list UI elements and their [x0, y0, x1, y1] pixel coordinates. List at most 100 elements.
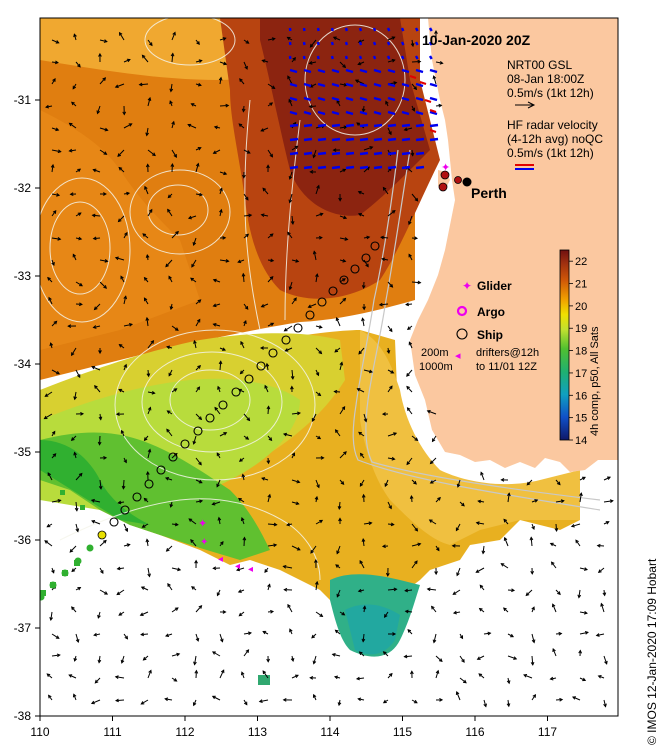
radar-arrow	[303, 110, 312, 116]
velocity-arrowhead	[97, 441, 102, 446]
velocity-arrow	[387, 281, 393, 288]
velocity-arrowhead	[195, 637, 200, 642]
velocity-arrowhead	[273, 522, 278, 527]
velocity-arrowhead	[222, 610, 227, 614]
velocity-arrow	[379, 303, 389, 306]
velocity-arrowhead	[169, 88, 174, 93]
velocity-arrowhead	[222, 235, 227, 240]
velocity-arrowhead	[239, 370, 244, 375]
perth-city-marker	[462, 177, 472, 187]
velocity-arrowhead	[190, 103, 195, 107]
velocity-arrow	[405, 610, 413, 613]
velocity-arrow	[91, 520, 101, 525]
velocity-arrow	[507, 493, 510, 503]
velocity-arrow	[572, 696, 581, 701]
radar-arrow	[387, 151, 397, 156]
velocity-arrowhead	[73, 657, 78, 662]
velocity-arrow	[243, 632, 252, 635]
radar-arrow	[331, 151, 341, 156]
velocity-arrow	[75, 281, 83, 287]
velocity-arrowhead	[341, 405, 346, 410]
velocity-arrow	[598, 567, 605, 573]
velocity-arrowhead	[317, 392, 322, 397]
svg-text:✦: ✦	[198, 518, 207, 530]
velocity-arrowhead	[570, 523, 575, 528]
ship-position	[231, 387, 241, 397]
velocity-arrow	[243, 149, 251, 154]
radar-arrow	[401, 96, 410, 102]
velocity-arrow	[98, 655, 101, 663]
velocity-arrowhead	[314, 580, 319, 585]
velocity-arrowhead	[287, 75, 291, 80]
velocity-arrow	[406, 457, 413, 465]
velocity-arrowhead	[270, 258, 275, 263]
radar-arrow	[331, 68, 340, 74]
velocity-arrowhead	[337, 702, 342, 707]
velocity-arrow	[483, 632, 491, 635]
velocity-arrowhead	[362, 306, 366, 311]
drifter-legend-icon: ◂	[455, 350, 461, 362]
velocity-arrowhead	[382, 651, 387, 655]
velocity-arrow	[552, 604, 557, 613]
velocity-arrowhead	[343, 451, 347, 455]
velocity-arrowhead	[190, 539, 194, 543]
colorbar-scale	[559, 249, 570, 441]
velocity-arrowhead	[478, 673, 483, 677]
velocity-arrow	[266, 363, 269, 371]
velocity-arrowhead	[287, 231, 291, 236]
radar-arrow	[373, 137, 383, 142]
velocity-arrow	[284, 325, 293, 332]
velocity-arrowhead	[417, 542, 422, 547]
velocity-arrow	[362, 633, 365, 642]
velocity-arrowhead	[271, 37, 276, 41]
velocity-arrowhead	[381, 412, 386, 416]
velocity-arrow	[75, 501, 78, 511]
velocity-arrow	[478, 673, 485, 679]
legend: NRT00 GSL 08-Jan 18:00Z 0.5m/s (1kt 12h)…	[419, 58, 603, 373]
velocity-arrow	[262, 670, 269, 679]
radar-arrow	[386, 27, 391, 32]
velocity-arrowhead	[315, 372, 320, 377]
velocity-arrow	[195, 479, 202, 484]
ship-position	[350, 264, 360, 274]
velocity-arrow	[579, 611, 588, 614]
velocity-arrowhead	[91, 519, 96, 524]
velocity-arrowhead	[124, 635, 129, 640]
velocity-arrowhead	[582, 476, 586, 481]
velocity-arrowhead	[98, 416, 103, 421]
velocity-arrowhead	[260, 304, 265, 308]
radar-arrow	[289, 82, 298, 88]
velocity-arrow	[91, 366, 101, 371]
colorbar-tick-label: 21	[575, 279, 587, 291]
velocity-arrowhead	[152, 152, 156, 157]
velocity-arrowhead	[124, 231, 128, 236]
velocity-arrowhead	[242, 536, 247, 541]
velocity-arrowhead	[244, 196, 249, 201]
velocity-arrowhead	[103, 192, 107, 196]
velocity-arrowhead	[51, 262, 55, 267]
ship-position	[293, 323, 303, 333]
velocity-arrow	[165, 477, 173, 481]
radar-arrow	[316, 41, 320, 46]
velocity-arrow	[121, 655, 125, 663]
legend-drifters-line1: drifters@12h	[476, 347, 539, 359]
velocity-arrow	[170, 83, 173, 92]
velocity-arrow	[51, 210, 57, 217]
velocity-arrow	[171, 325, 179, 331]
radar-arrow	[429, 123, 439, 128]
velocity-arrow	[166, 429, 173, 437]
velocity-arrow	[171, 607, 179, 613]
velocity-arrow	[358, 61, 365, 65]
velocity-arrow	[476, 522, 485, 525]
velocity-arrow	[51, 237, 61, 240]
velocity-arrow	[213, 303, 221, 307]
radar-arrow	[387, 165, 397, 170]
velocity-arrowhead	[211, 501, 216, 506]
velocity-arrowhead	[114, 84, 119, 89]
velocity-arrowhead	[426, 587, 431, 592]
radar-arrow-red	[429, 109, 437, 113]
velocity-arrowhead	[362, 605, 367, 610]
velocity-arrow	[141, 699, 149, 705]
velocity-arrow	[115, 83, 125, 88]
